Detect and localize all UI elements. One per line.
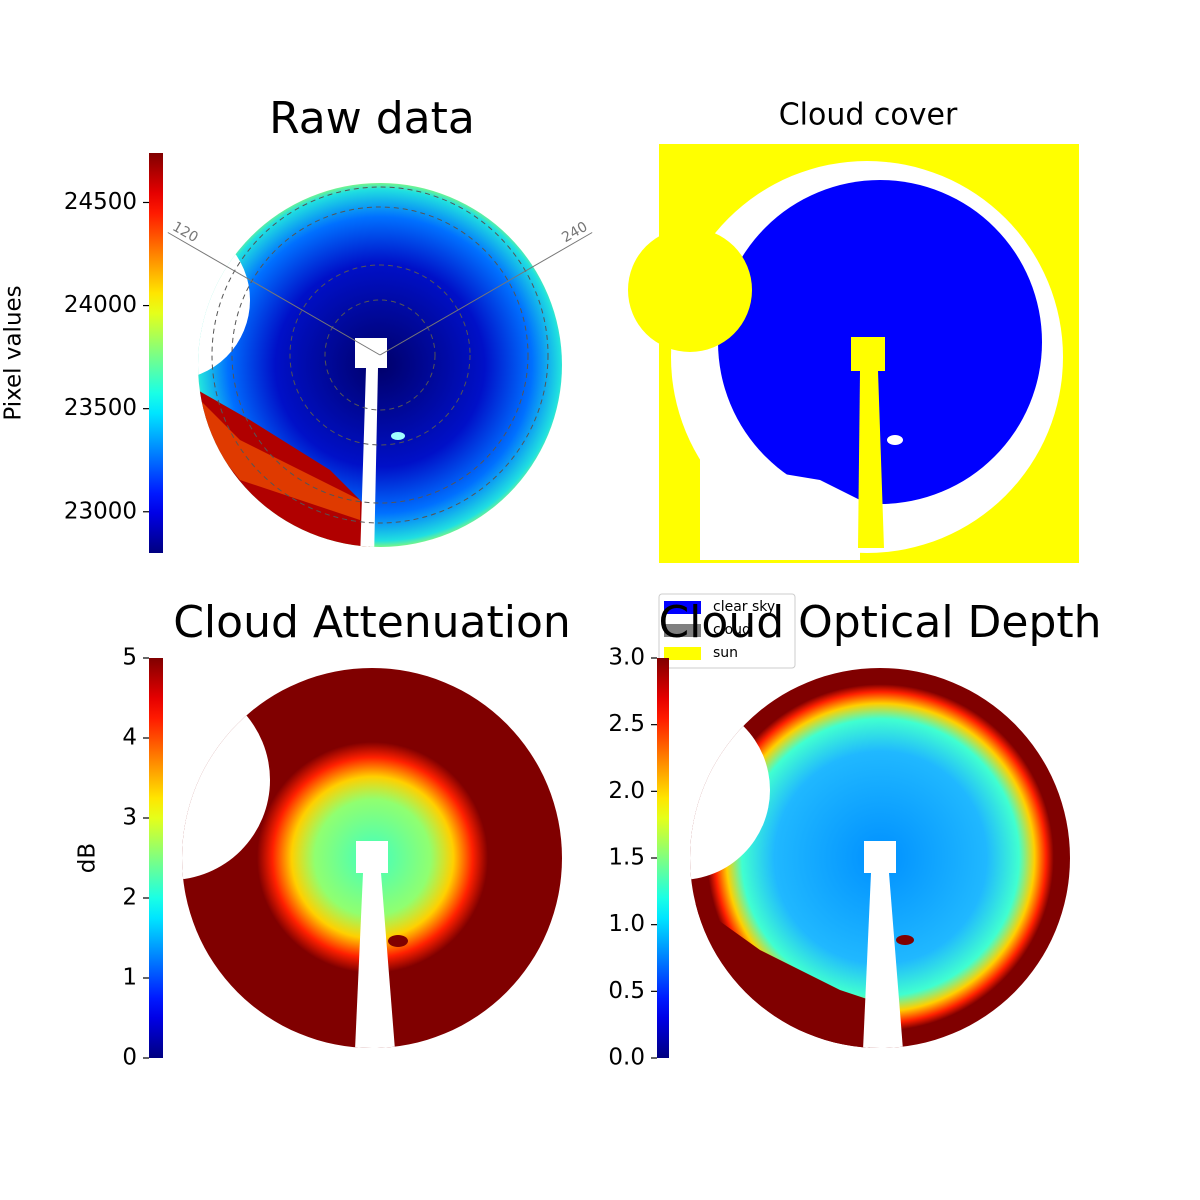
- panel-title: Raw data: [269, 93, 475, 144]
- colorbar-tick-label: 0.0: [608, 1045, 645, 1071]
- polar-ring: [211, 186, 549, 524]
- colorbar: [149, 153, 163, 553]
- colorbar-tick-label: 5: [122, 645, 137, 671]
- colorbar-tick-label: 24500: [64, 189, 137, 215]
- legend-label: clear sky: [713, 599, 775, 615]
- colorbar-tick-label: 0.5: [608, 978, 645, 1004]
- colorbar-tick-label: 0: [122, 1045, 137, 1071]
- legend-swatch: [664, 647, 701, 660]
- colorbar-tick-label: 3: [122, 805, 137, 831]
- theta-line: [167, 232, 381, 356]
- panel-title: Cloud Attenuation: [173, 597, 571, 648]
- legend-swatch: [664, 624, 701, 637]
- colorbar-tick-label: 2.0: [608, 778, 645, 804]
- colorbar-tick-label: 2: [122, 885, 137, 911]
- colorbar-tick-label: 1: [122, 965, 137, 991]
- legend-swatch: [664, 601, 701, 614]
- colorbar: [149, 658, 163, 1058]
- colorbar-tick-label: 2.5: [608, 711, 645, 737]
- colorbar-label: Pixel values: [1, 285, 27, 420]
- colorbar-tick-label: 3.0: [608, 645, 645, 671]
- panel-title: Cloud Optical Depth: [658, 597, 1101, 648]
- colorbar-tick-label: 24000: [64, 292, 137, 318]
- cloud-cover-image: [628, 144, 1079, 563]
- colorbar-tick-label: 23500: [64, 395, 137, 421]
- colorbar-tick-label: 4: [122, 725, 137, 751]
- theta-line: [379, 232, 593, 356]
- colorbar-tick-label: 1.5: [608, 845, 645, 871]
- panel-title: Cloud cover: [779, 98, 958, 133]
- colorbar: [657, 658, 669, 1058]
- attenuation-image: [182, 668, 562, 1048]
- colorbar-tick-label: 23000: [64, 498, 137, 524]
- legend-label: sun: [713, 645, 738, 661]
- colorbar-tick-label: 1.0: [608, 911, 645, 937]
- colorbar-label: dB: [75, 843, 101, 873]
- legend-label: cloud: [713, 622, 751, 638]
